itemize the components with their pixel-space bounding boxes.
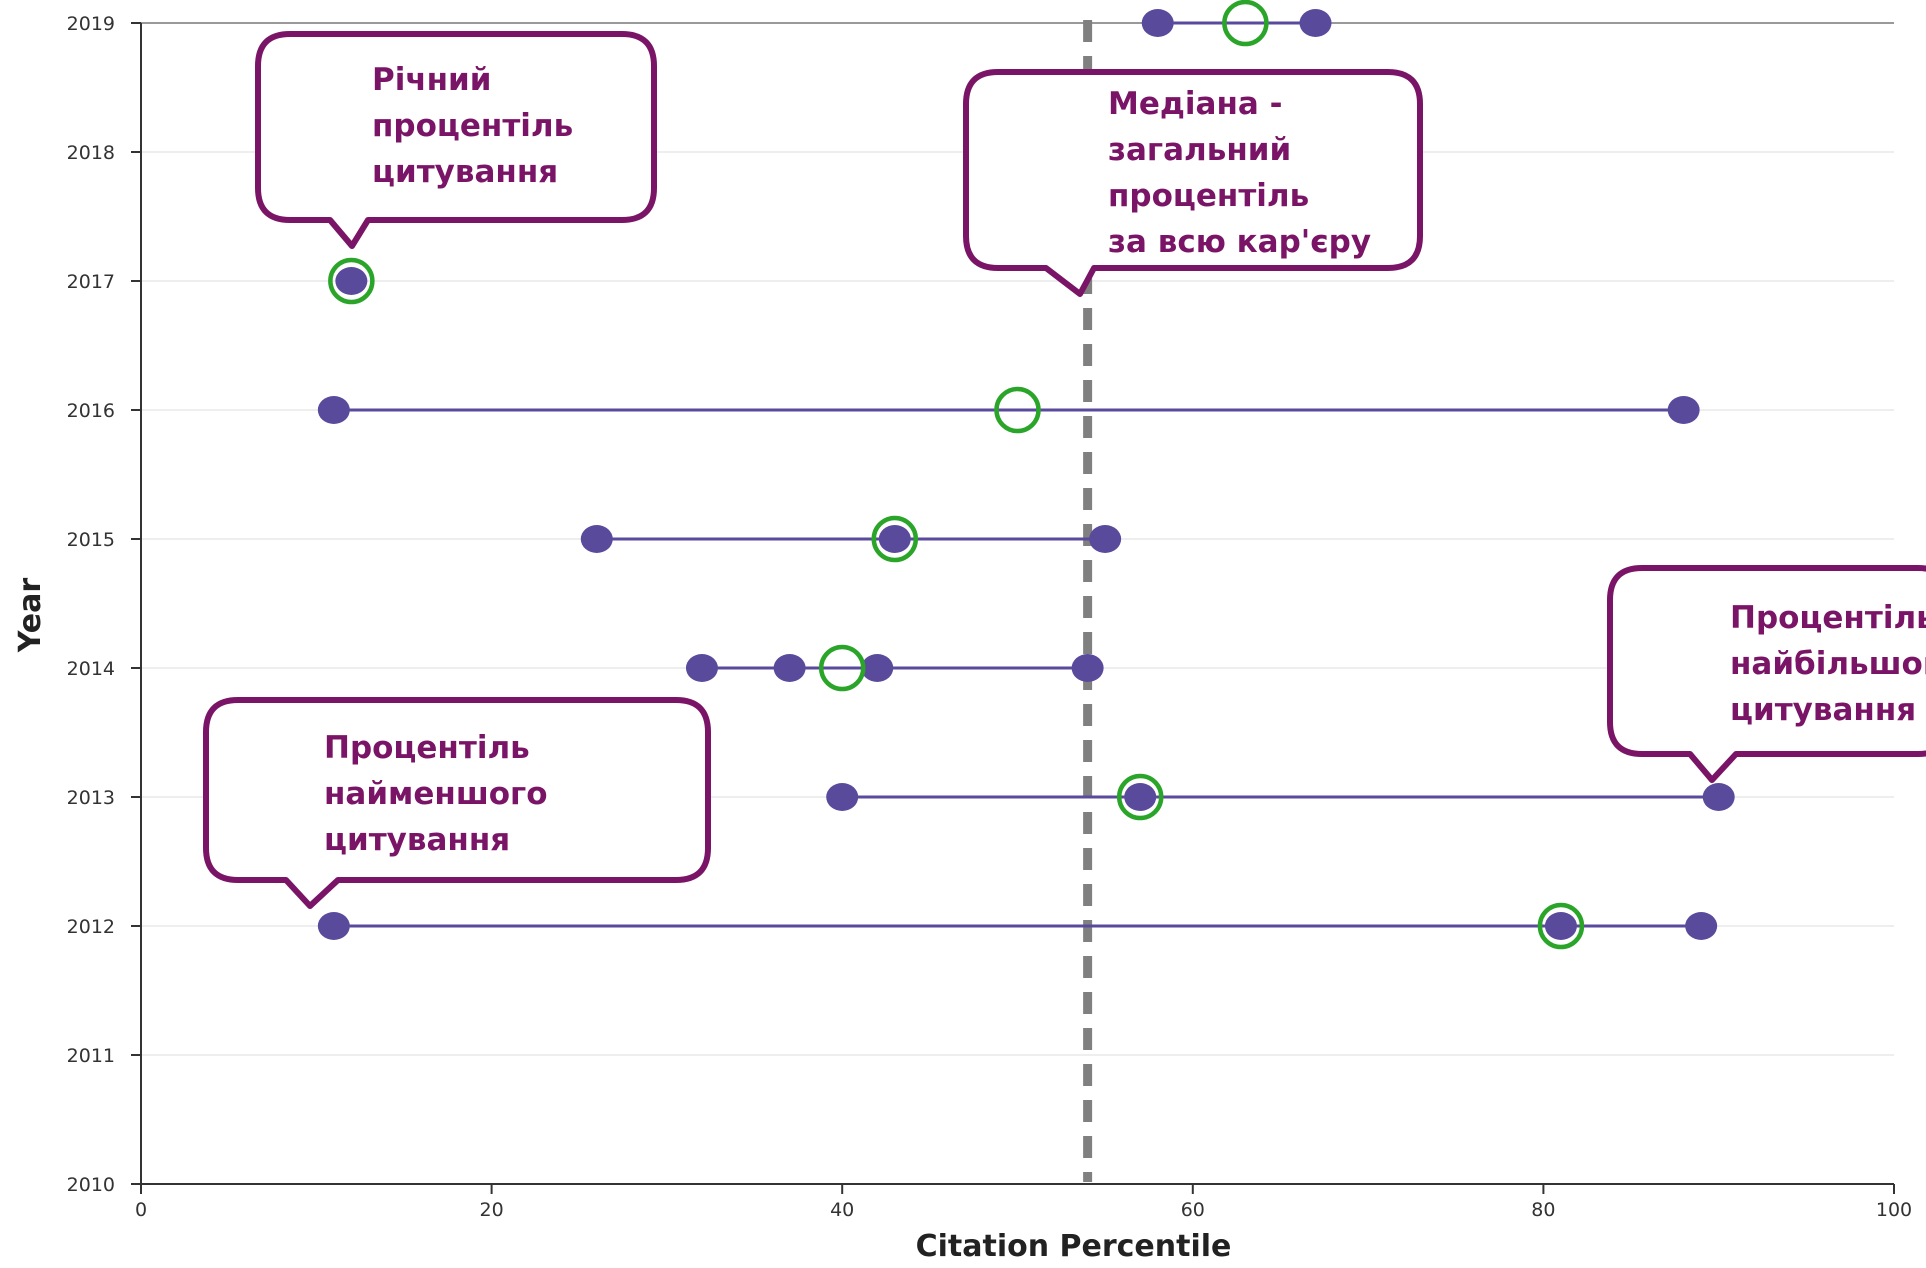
tick-label-y-2010: 2010 — [67, 1174, 115, 1196]
callout-2: Процентіль найбільшого цитування — [1607, 565, 1926, 783]
tick-label-x-100: 100 — [1876, 1199, 1912, 1221]
callout-bubble-2 — [1607, 565, 1926, 783]
tick-label-x-0: 0 — [135, 1199, 147, 1221]
callout-bubble-1 — [963, 69, 1423, 297]
point-2015-2 — [1089, 525, 1122, 553]
annual-ring-2013 — [1116, 773, 1164, 821]
callout-line-3-1: найменшого — [324, 776, 548, 812]
axes — [131, 22, 1895, 1194]
point-2016-1 — [1667, 396, 1700, 424]
point-2019-1 — [1299, 9, 1332, 37]
y-axis-title: Year — [13, 578, 48, 654]
x-axis-title: Citation Percentile — [916, 1229, 1232, 1264]
tick-label-y-2011: 2011 — [67, 1045, 115, 1067]
callout-line-2-1: найбільшого — [1730, 646, 1926, 682]
series-2012 — [317, 902, 1718, 950]
point-2014-0 — [685, 654, 718, 682]
callout-1: Медіана - загальний процентіль за всю кар'є… — [963, 69, 1423, 297]
series-2017 — [328, 257, 375, 305]
annual-ring-2016 — [994, 386, 1041, 434]
point-2014-2 — [861, 654, 894, 682]
point-2012-2 — [1685, 912, 1718, 940]
point-2017-0 — [335, 267, 368, 295]
point-2015-0 — [580, 525, 613, 553]
tick-label-y-2013: 2013 — [67, 787, 115, 809]
callout-line-2-2: цитування — [1730, 692, 1916, 728]
point-2016-0 — [317, 396, 350, 424]
annual-ring-2015 — [871, 515, 919, 563]
callout-line-0-0: Річний — [372, 62, 492, 98]
annual-ring-2019 — [1222, 0, 1269, 47]
tick-label-y-2014: 2014 — [67, 658, 115, 680]
tick-label-y-2017: 2017 — [67, 271, 115, 293]
annual-ring-2017 — [328, 257, 375, 305]
annual-ring-2014 — [818, 644, 866, 692]
point-2013-0 — [826, 783, 859, 811]
tick-label-y-2015: 2015 — [67, 529, 115, 551]
series-2015 — [580, 515, 1122, 563]
callout-line-0-2: цитування — [372, 154, 558, 190]
callout-line-3-0: Процентіль — [324, 730, 530, 766]
callout-line-1-2: процентіль — [1108, 178, 1309, 214]
callout-0: Річний процентіль цитування — [255, 31, 657, 249]
tick-labels: 2010 2011 2012 2013 2014 2015 2016 2017 2018 2019… — [67, 13, 1912, 1221]
point-2013-1 — [1124, 783, 1157, 811]
callout-line-1-0: Медіана - — [1108, 86, 1282, 122]
series-2013 — [826, 773, 1735, 821]
callout-bubble-0 — [255, 31, 657, 249]
tick-label-y-2016: 2016 — [67, 400, 115, 422]
point-2013-2 — [1702, 783, 1735, 811]
point-2019-0 — [1141, 9, 1174, 37]
tick-label-y-2018: 2018 — [67, 142, 115, 164]
callout-line-2-0: Процентіль — [1730, 600, 1926, 636]
callout-line-1-3: за всю кар'єру — [1108, 224, 1371, 260]
point-2012-0 — [317, 912, 350, 940]
series-2016 — [317, 386, 1700, 434]
tick-label-x-80: 80 — [1531, 1199, 1555, 1221]
data-series — [317, 0, 1735, 950]
callout-bubble-3 — [203, 697, 711, 909]
tick-label-x-60: 60 — [1181, 1199, 1205, 1221]
point-2014-1 — [773, 654, 806, 682]
series-2014 — [685, 644, 1104, 692]
callout-line-1-1: загальний — [1108, 132, 1291, 168]
point-2012-1 — [1544, 912, 1577, 940]
tick-label-x-40: 40 — [830, 1199, 854, 1221]
series-2019 — [1141, 0, 1332, 47]
callout-line-0-1: процентіль — [372, 108, 573, 144]
callout-line-3-2: цитування — [324, 822, 510, 858]
point-2014-3 — [1071, 654, 1104, 682]
tick-label-y-2019: 2019 — [67, 13, 115, 35]
callouts: Річний процентіль цитування Медіана - загаль… — [203, 31, 1926, 909]
callout-3: Процентіль найменшого цитування — [203, 697, 711, 909]
annual-ring-2012 — [1537, 902, 1585, 950]
tick-label-y-2012: 2012 — [67, 916, 115, 938]
tick-label-x-20: 20 — [480, 1199, 504, 1221]
point-2015-1 — [878, 525, 911, 553]
